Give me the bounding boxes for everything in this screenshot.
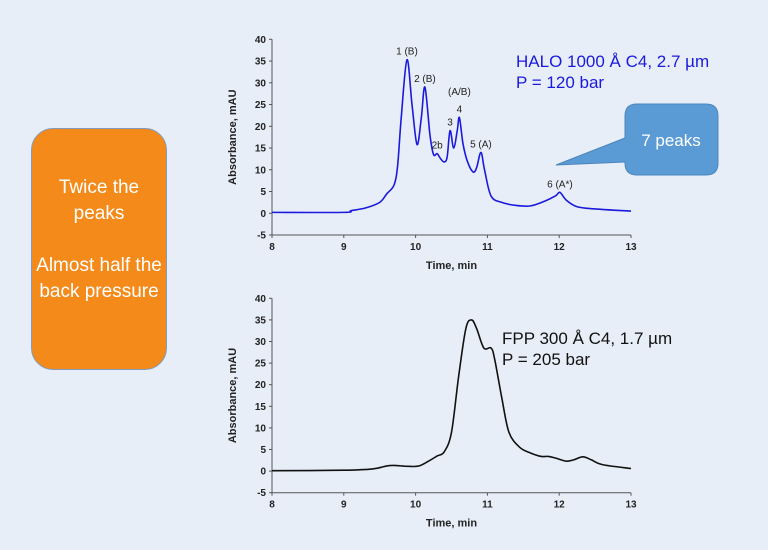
- y-tick-label: -5: [257, 488, 266, 499]
- column-label: P = 120 bar: [516, 73, 604, 92]
- callout-text: 7 peaks: [641, 131, 701, 150]
- x-tick-label: 13: [625, 242, 637, 253]
- y-axis-label: Absorbance, mAU: [227, 89, 239, 184]
- peak-label: 6 (A*): [547, 179, 573, 190]
- column-label: FPP 300 Å C4, 1.7 µm: [502, 329, 672, 348]
- y-axis-label: Absorbance, mAU: [227, 348, 239, 443]
- x-tick-label: 11: [482, 500, 493, 511]
- y-tick-label: 30: [255, 78, 267, 89]
- summary-box: Twice the peaks Almost half the back pre…: [31, 128, 167, 370]
- summary-line-peaks: Twice the peaks: [58, 177, 140, 224]
- y-tick-label: 15: [255, 402, 267, 413]
- y-tick-label: 40: [255, 35, 267, 46]
- x-tick-label: 8: [269, 242, 275, 253]
- peak-label: 2b: [432, 141, 444, 152]
- y-tick-label: 5: [260, 445, 266, 456]
- y-tick-label: 10: [255, 165, 267, 176]
- peak-label: 2 (B): [414, 74, 436, 85]
- peak-label: 1 (B): [396, 47, 418, 58]
- y-tick-label: 30: [255, 337, 267, 348]
- x-tick-label: 8: [269, 500, 275, 511]
- y-tick-label: 35: [255, 57, 267, 68]
- chromatogram-trace: [271, 319, 632, 472]
- y-tick-label: 0: [260, 467, 266, 478]
- x-axis-label: Time, min: [426, 518, 477, 530]
- x-tick-label: 11: [482, 242, 493, 253]
- y-tick-label: 0: [260, 209, 266, 220]
- x-axis-label: Time, min: [426, 260, 477, 272]
- x-tick-label: 9: [341, 500, 347, 511]
- x-tick-label: 12: [554, 242, 566, 253]
- x-tick-label: 10: [410, 500, 422, 511]
- y-tick-label: 40: [255, 294, 267, 305]
- x-tick-label: 10: [410, 242, 422, 253]
- y-tick-label: 20: [255, 380, 267, 391]
- callout-shape: [555, 103, 719, 176]
- column-label: HALO 1000 Å C4, 2.7 µm: [516, 52, 709, 71]
- column-label: P = 205 bar: [502, 350, 590, 369]
- y-tick-label: 10: [255, 423, 267, 434]
- y-tick-label: 25: [255, 359, 267, 370]
- y-tick-label: 20: [255, 122, 267, 133]
- y-tick-label: 25: [255, 100, 267, 111]
- x-tick-label: 13: [625, 500, 637, 511]
- callout: 7 peaks: [555, 103, 719, 176]
- summary-line-pressure: Almost half the back pressure: [36, 255, 162, 302]
- y-tick-label: 35: [255, 315, 267, 326]
- peak-label: 4: [457, 105, 463, 116]
- x-tick-label: 12: [554, 500, 566, 511]
- x-tick-label: 9: [341, 242, 347, 253]
- chart-1: -5 0 5 10 15 20 25 30 35 40 8 9 10 11 12 13 Time, min Abs…: [227, 35, 709, 272]
- peak-label: 3: [447, 118, 453, 129]
- y-tick-label: 15: [255, 144, 267, 155]
- peak-label: 5 (A): [470, 139, 492, 150]
- peak-label: (A/B): [448, 87, 471, 98]
- y-tick-label: -5: [257, 231, 266, 242]
- y-tick-label: 5: [260, 187, 266, 198]
- chart-2: -5 0 5 10 15 20 25 30 35 40 8 9 10 11 12 13 Time, min Abs…: [227, 294, 672, 530]
- chromatogram-trace: [271, 58, 632, 214]
